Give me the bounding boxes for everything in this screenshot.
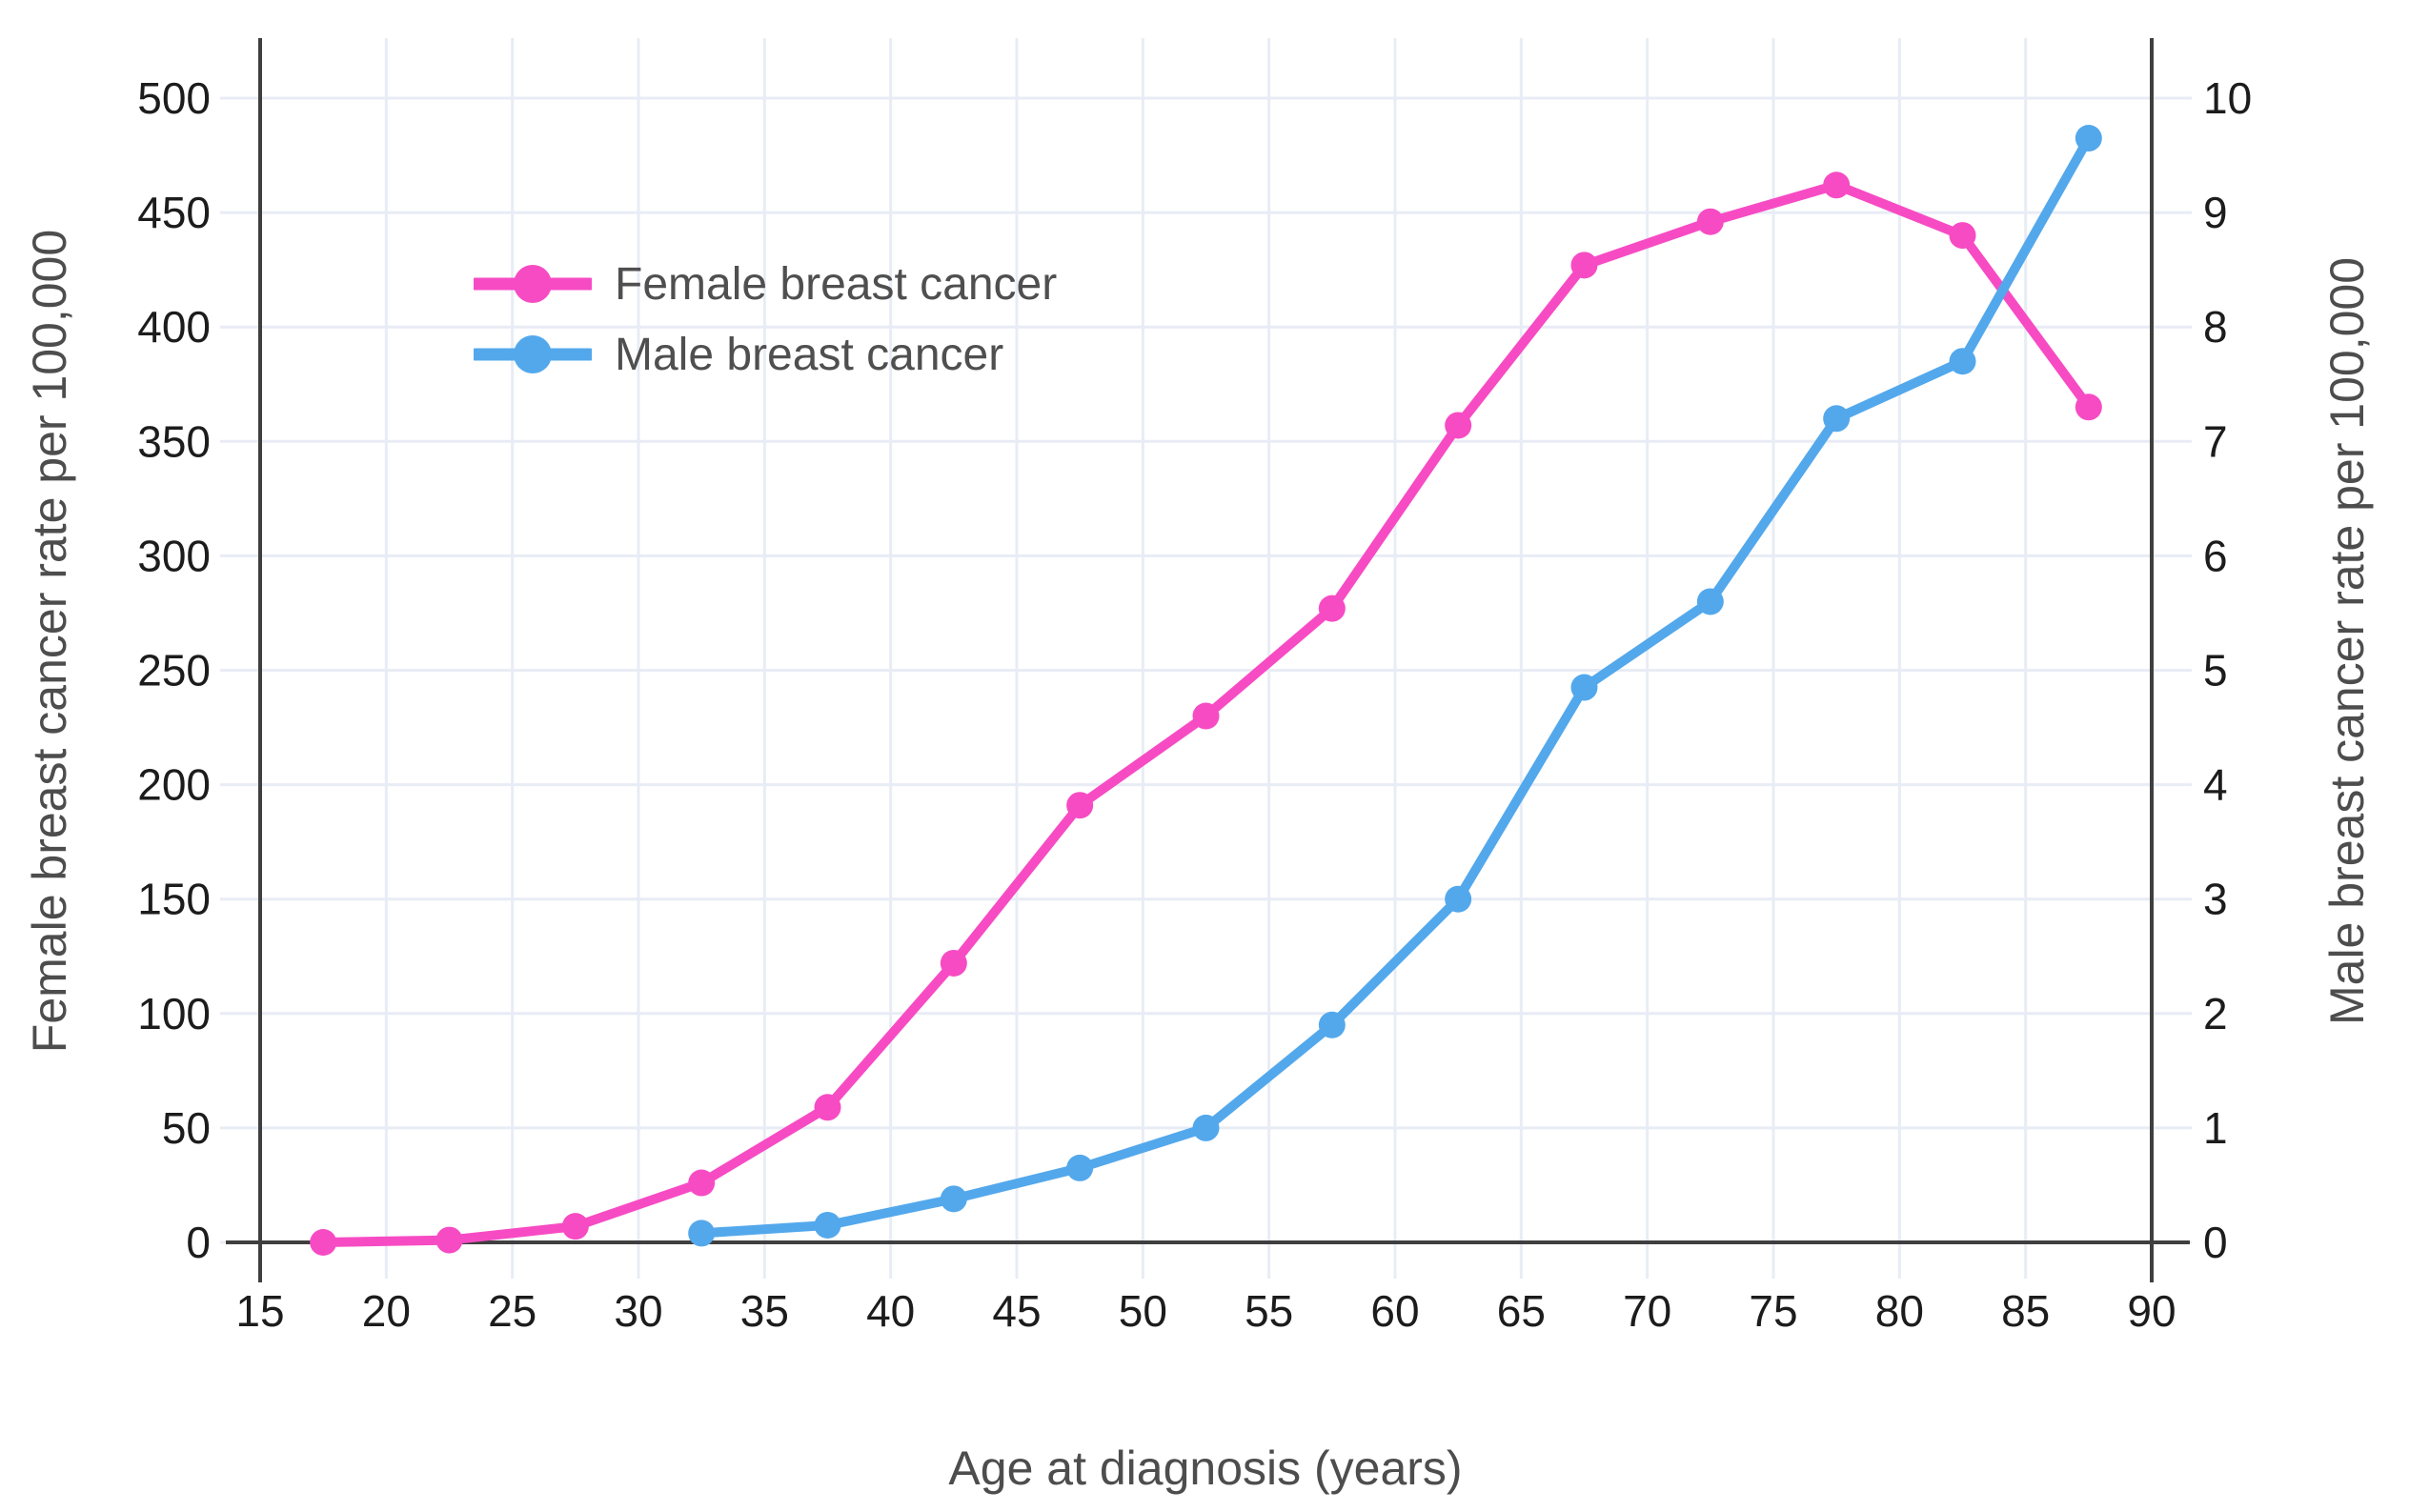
y-left-tick-label: 200: [137, 760, 211, 810]
male-series-point: [1445, 885, 1472, 913]
x-axis-title: Age at diagnosis (years): [948, 1441, 1463, 1495]
male-legend-line-marker-icon: [474, 335, 592, 373]
y-left-tick-label: 100: [137, 989, 211, 1038]
x-tick-label: 50: [1119, 1286, 1167, 1336]
x-tick-label: 35: [740, 1286, 789, 1336]
male-series-point: [1823, 405, 1851, 433]
female-series-point: [1696, 208, 1724, 235]
x-tick-label: 65: [1497, 1286, 1546, 1336]
y-right-tick-label: 1: [2203, 1103, 2228, 1153]
male-series-point: [1318, 1011, 1346, 1038]
female-series-point: [1823, 171, 1851, 199]
female-series-point: [940, 949, 967, 977]
female-series-point: [1445, 412, 1472, 439]
y-right-tick-label: 9: [2203, 188, 2228, 237]
legend-item-female: Female breast cancer: [474, 255, 1057, 312]
x-tick-label: 45: [992, 1286, 1041, 1336]
x-tick-label: 85: [2001, 1286, 2050, 1336]
y-axis-left-title: Female breast cancer rate per 100,000: [23, 229, 76, 1054]
x-tick-label: 90: [2127, 1286, 2176, 1336]
female-series-point: [561, 1213, 589, 1240]
male-series-point: [2075, 125, 2102, 152]
male-series-point: [1066, 1154, 1094, 1181]
x-tick-label: 30: [614, 1286, 662, 1336]
y-left-tick-label: 0: [186, 1218, 211, 1267]
y-right-tick-label: 7: [2203, 416, 2228, 466]
x-tick-label: 20: [362, 1286, 411, 1336]
legend-label-male: Male breast cancer: [615, 329, 1004, 380]
y-right-tick-label: 5: [2203, 646, 2228, 696]
female-series-point: [1066, 792, 1094, 819]
tick-labels: 15 20 25 30 35 40 45 50 55 60 65 70 75 80 85 9005010015…: [137, 73, 2252, 1336]
legend: Female breast cancer Male breast cancer: [474, 255, 1057, 383]
female-series-point: [1318, 595, 1346, 622]
female-series-point: [435, 1226, 463, 1254]
male-series-point: [1696, 588, 1724, 615]
x-tick-label: 55: [1245, 1286, 1293, 1336]
y-left-tick-label: 400: [137, 302, 211, 352]
y-right-tick-label: 8: [2203, 302, 2228, 352]
female-series-point: [1192, 702, 1220, 730]
y-left-tick-label: 250: [137, 646, 211, 696]
y-left-tick-label: 50: [162, 1103, 211, 1153]
x-tick-label: 25: [488, 1286, 536, 1336]
axes: [226, 38, 2190, 1282]
female-series-point: [2075, 393, 2102, 421]
male-series-point: [814, 1211, 841, 1239]
female-series-point: [1949, 222, 1976, 250]
x-tick-label: 60: [1370, 1286, 1419, 1336]
x-tick-label: 80: [1875, 1286, 1924, 1336]
y-left-tick-label: 150: [137, 875, 211, 924]
female-series-point: [814, 1094, 841, 1121]
y-right-tick-label: 6: [2203, 531, 2228, 580]
y-left-tick-label: 500: [137, 73, 211, 123]
male-series-point: [1570, 674, 1598, 701]
male-series-point: [688, 1220, 716, 1247]
female-series-point: [688, 1169, 716, 1197]
female-series: [310, 171, 2102, 1256]
male-series-line: [697, 133, 2094, 1239]
y-right-tick-label: 4: [2203, 760, 2228, 810]
y-right-tick-label: 0: [2203, 1218, 2228, 1267]
y-right-tick-label: 2: [2203, 989, 2228, 1038]
x-tick-label: 70: [1623, 1286, 1671, 1336]
legend-label-female: Female breast cancer: [615, 258, 1058, 310]
male-series-point: [1949, 348, 1976, 375]
x-tick-label: 75: [1749, 1286, 1797, 1336]
female-series-point: [310, 1229, 337, 1256]
male-series-point: [1192, 1114, 1220, 1141]
male-series: [688, 125, 2102, 1247]
male-series-point: [940, 1185, 967, 1213]
y-axis-right-title: Male breast cancer rate per 100,000: [2320, 256, 2374, 1026]
female-series-point: [1570, 252, 1598, 279]
y-right-tick-label: 3: [2203, 875, 2228, 924]
legend-item-male: Male breast cancer: [474, 326, 1057, 383]
female-legend-line-marker-icon: [474, 265, 592, 303]
y-right-tick-label: 10: [2203, 73, 2252, 123]
y-left-tick-label: 300: [137, 531, 211, 580]
y-left-tick-label: 450: [137, 188, 211, 237]
x-tick-label: 40: [866, 1286, 915, 1336]
gridlines: [220, 38, 2192, 1279]
y-left-tick-label: 350: [137, 416, 211, 466]
x-tick-label: 15: [235, 1286, 284, 1336]
